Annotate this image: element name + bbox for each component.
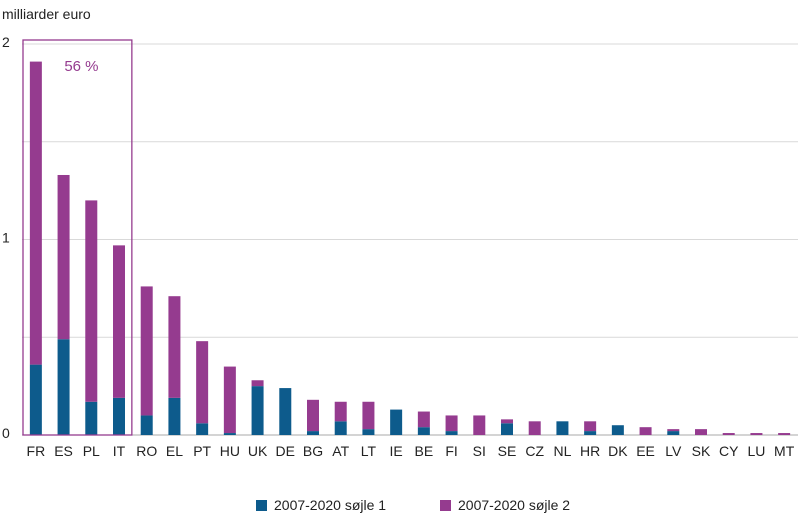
y-tick-label: 2 [2, 34, 10, 50]
x-tick-label: SE [498, 443, 517, 459]
bar-mt-series-2 [778, 433, 791, 435]
bar-es-series-2 [57, 174, 70, 340]
bar-el-series-2 [168, 296, 181, 398]
bar-ro-series-1 [140, 415, 153, 435]
y-tick-label: 0 [2, 425, 10, 441]
bar-pl-series-1 [85, 401, 98, 435]
bar-el-series-1 [168, 397, 181, 435]
bar-lt-series-1 [362, 429, 375, 435]
bar-uk-series-2 [251, 380, 264, 387]
bar-lv-series-1 [667, 431, 680, 435]
bar-fi-series-1 [445, 431, 458, 435]
x-tick-label: LU [747, 443, 765, 459]
bar-ie-series-1 [390, 409, 403, 435]
bar-lu-series-2 [750, 433, 763, 435]
bar-si-series-2 [473, 415, 486, 435]
highlight-group: 56 % [22, 39, 133, 436]
x-tick-label: LT [361, 443, 377, 459]
bar-cy-series-2 [722, 433, 735, 435]
x-tick-label: MT [774, 443, 795, 459]
x-tick-label: FR [27, 443, 46, 459]
bar-se-series-2 [501, 419, 513, 424]
x-tick-label: IE [390, 443, 403, 459]
x-tick-label: IT [113, 443, 126, 459]
bar-ee-series-2 [639, 427, 652, 435]
bar-bg-series-1 [307, 431, 319, 435]
x-tick-label: DE [276, 443, 295, 459]
bar-pt-series-1 [196, 423, 209, 435]
x-tick-label: NL [553, 443, 571, 459]
x-tick-label: LV [665, 443, 682, 459]
bar-it-series-1 [113, 397, 125, 435]
bars [29, 61, 791, 435]
x-tick-label: PL [83, 443, 100, 459]
legend: 2007-2020 søjle 1 2007-2020 søjle 2 [256, 497, 570, 513]
legend-label: 2007-2020 søjle 1 [274, 497, 386, 513]
legend-label: 2007-2020 søjle 2 [458, 497, 570, 513]
bar-fr-series-2 [29, 61, 42, 365]
x-tick-label: EL [166, 443, 183, 459]
x-tick-label: HU [220, 443, 240, 459]
x-tick-label: RO [136, 443, 157, 459]
legend-swatch [440, 500, 451, 511]
x-tick-label: BG [303, 443, 323, 459]
x-tick-label: FI [445, 443, 457, 459]
y-tick-labels: 0 1 2 [2, 34, 10, 441]
gridlines [22, 43, 798, 436]
bar-sk-series-2 [695, 429, 707, 435]
bar-at-series-1 [334, 421, 347, 435]
bar-dk-series-1 [611, 425, 624, 435]
x-tick-label: CY [719, 443, 739, 459]
bar-ro-series-2 [140, 286, 153, 416]
highlight-annotation: 56 % [64, 58, 98, 75]
bar-nl-series-1 [556, 421, 569, 435]
legend-swatch [256, 500, 267, 511]
x-tick-label: DK [608, 443, 628, 459]
bar-fr-series-1 [29, 364, 42, 435]
highlight-box [22, 39, 133, 436]
bar-lv-series-2 [667, 429, 680, 432]
bar-lt-series-2 [362, 401, 375, 430]
x-tick-label: HR [580, 443, 600, 459]
bar-pt-series-2 [196, 341, 209, 424]
x-tick-label: UK [248, 443, 268, 459]
bar-de-series-1 [279, 388, 292, 435]
x-tick-label: ES [54, 443, 73, 459]
bar-bg-series-2 [307, 399, 319, 432]
bar-pl-series-2 [85, 200, 98, 402]
bar-be-series-1 [417, 427, 430, 435]
x-tick-label: SK [692, 443, 711, 459]
x-tick-label: AT [332, 443, 349, 459]
bar-se-series-1 [501, 423, 513, 435]
bar-it-series-2 [113, 245, 125, 398]
bar-be-series-2 [417, 411, 430, 428]
y-tick-label: 1 [2, 230, 10, 246]
bar-hr-series-2 [584, 421, 597, 432]
bar-uk-series-1 [251, 386, 264, 435]
x-tick-labels: FR ES PL IT RO EL PT HU UK DE BG AT LT IE BE FI SI SE CZ NL… [27, 443, 795, 459]
bar-at-series-2 [334, 401, 347, 422]
x-tick-label: SI [473, 443, 486, 459]
bar-es-series-1 [57, 339, 70, 435]
bar-hu-series-1 [223, 433, 236, 435]
y-axis-unit-label: milliarder euro [2, 6, 91, 22]
x-tick-label: CZ [525, 443, 544, 459]
bar-hr-series-1 [584, 431, 597, 435]
x-tick-label: PT [193, 443, 211, 459]
x-tick-label: EE [636, 443, 655, 459]
bar-hu-series-2 [223, 366, 236, 434]
x-tick-label: BE [415, 443, 434, 459]
bar-cz-series-2 [528, 421, 541, 435]
bar-fi-series-2 [445, 415, 458, 432]
